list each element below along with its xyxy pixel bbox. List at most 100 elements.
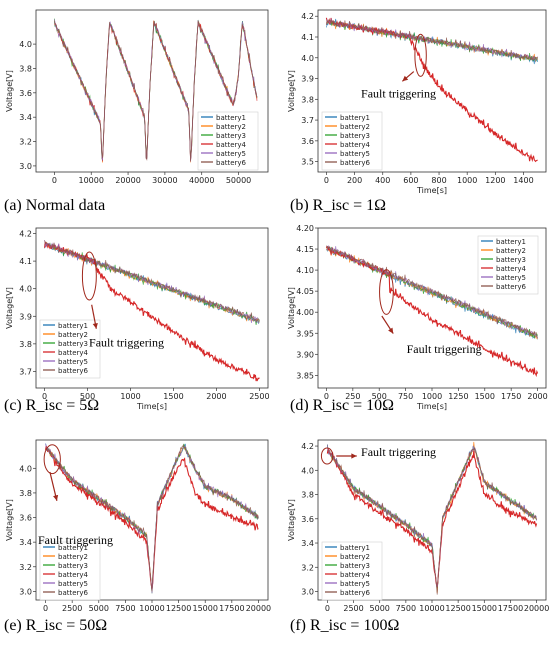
x-tick-label: 1000 xyxy=(422,392,442,401)
y-tick-label: 3.2 xyxy=(19,563,32,572)
y-tick-label: 3.4 xyxy=(301,539,314,548)
panel-caption: (f) R_isc = 100Ω xyxy=(290,617,399,634)
y-tick-label: 3.2 xyxy=(301,563,314,572)
y-tick-label: 3.4 xyxy=(19,538,32,547)
legend-label-battery1: battery1 xyxy=(58,322,88,330)
panel-caption: (c) R_isc = 5Ω xyxy=(4,397,99,414)
legend: battery1battery2battery3battery4battery5… xyxy=(197,111,259,171)
legend-label-battery4: battery4 xyxy=(496,265,527,273)
legend-label-battery6: battery6 xyxy=(340,589,371,597)
legend-label-battery5: battery5 xyxy=(340,580,370,588)
x-tick-label: 2500 xyxy=(249,392,269,401)
series-line-battery6 xyxy=(326,18,538,61)
x-tick-label: 2000 xyxy=(527,392,547,401)
fault-arrowhead xyxy=(92,323,98,329)
fault-arrowhead xyxy=(53,494,59,501)
x-tick-label: 500 xyxy=(80,392,95,401)
x-tick-label: 20000 xyxy=(115,176,140,185)
fault-ellipse xyxy=(43,444,61,475)
legend: battery1battery2battery3battery4battery5… xyxy=(321,541,383,601)
y-tick-label: 3.8 xyxy=(301,491,314,500)
fault-annotation: Fault triggering xyxy=(361,86,436,100)
y-axis-label: Voltage[V] xyxy=(5,287,14,329)
legend-label-battery6: battery6 xyxy=(58,367,89,375)
x-tick-label: 200 xyxy=(347,176,362,185)
plot-area xyxy=(54,18,258,163)
x-tick-label: 2500 xyxy=(62,604,82,613)
x-tick-label: 600 xyxy=(403,176,418,185)
x-tick-label: 17500 xyxy=(219,604,244,613)
x-tick-label: 1000 xyxy=(457,176,477,185)
y-tick-label: 4.1 xyxy=(19,257,32,266)
fault-annotation: Fault triggering xyxy=(89,335,164,349)
y-tick-label: 3.90 xyxy=(296,350,314,359)
plot-area xyxy=(326,441,538,595)
legend-label-battery2: battery2 xyxy=(58,331,88,339)
fault-ellipse xyxy=(379,269,394,315)
x-tick-label: 1400 xyxy=(513,176,533,185)
legend-box xyxy=(321,541,383,601)
y-tick-label: 3.9 xyxy=(301,75,314,84)
legend-label-battery6: battery6 xyxy=(496,283,527,291)
legend: battery1battery2battery3battery4battery5… xyxy=(39,319,101,379)
x-axis-label: Time[s] xyxy=(136,402,167,411)
series-line-battery4 xyxy=(326,448,538,588)
legend-label-battery6: battery6 xyxy=(216,159,247,167)
y-tick-label: 3.4 xyxy=(19,113,32,122)
y-tick-label: 3.0 xyxy=(301,588,314,597)
y-tick-label: 3.8 xyxy=(19,340,32,349)
legend-label-battery5: battery5 xyxy=(216,150,246,158)
legend-label-battery2: battery2 xyxy=(58,553,88,561)
y-tick-label: 3.8 xyxy=(19,489,32,498)
y-tick-label: 4.15 xyxy=(296,245,314,254)
y-tick-label: 3.2 xyxy=(19,138,32,147)
x-tick-label: 0 xyxy=(324,176,329,185)
x-tick-label: 2000 xyxy=(206,392,226,401)
plot-area xyxy=(45,443,259,594)
y-axis-label: Voltage[V] xyxy=(287,499,296,541)
x-tick-label: 12500 xyxy=(445,604,470,613)
y-tick-label: 4.2 xyxy=(19,230,32,239)
series-line-battery5 xyxy=(326,18,538,62)
y-tick-label: 4.0 xyxy=(19,285,32,294)
y-tick-label: 4.20 xyxy=(296,224,314,233)
x-tick-label: 0 xyxy=(324,392,329,401)
legend-label-battery2: battery2 xyxy=(340,553,370,561)
y-axis-label: Voltage[V] xyxy=(5,499,14,541)
legend-label-battery3: battery3 xyxy=(340,562,370,570)
legend-label-battery6: battery6 xyxy=(58,589,89,597)
y-tick-label: 3.6 xyxy=(19,89,32,98)
y-tick-label: 3.6 xyxy=(19,514,32,523)
legend-box xyxy=(477,235,539,295)
legend-label-battery2: battery2 xyxy=(340,123,370,131)
fault-ellipse xyxy=(320,447,334,465)
panel-caption: (a) Normal data xyxy=(4,197,105,214)
fault-annotation: Fault triggering xyxy=(38,533,113,547)
x-tick-label: 5000 xyxy=(370,604,390,613)
x-tick-label: 17500 xyxy=(498,604,523,613)
series-line-battery6 xyxy=(54,21,258,162)
y-tick-label: 3.6 xyxy=(301,137,314,146)
panel-caption: (e) R_isc = 50Ω xyxy=(4,617,107,634)
x-tick-label: 400 xyxy=(375,176,390,185)
legend-label-battery4: battery4 xyxy=(216,141,247,149)
y-tick-label: 4.00 xyxy=(296,308,314,317)
x-tick-label: 1500 xyxy=(163,392,183,401)
y-tick-label: 3.7 xyxy=(19,367,32,376)
x-tick-label: 0 xyxy=(43,604,48,613)
legend-label-battery3: battery3 xyxy=(340,132,370,140)
plot-area xyxy=(325,17,538,163)
y-tick-label: 3.8 xyxy=(19,64,32,73)
x-tick-label: 800 xyxy=(431,176,446,185)
legend-label-battery4: battery4 xyxy=(340,571,371,579)
x-tick-label: 10000 xyxy=(139,604,164,613)
y-tick-label: 4.10 xyxy=(296,266,314,275)
plot-area xyxy=(325,245,539,378)
y-tick-label: 3.8 xyxy=(301,95,314,104)
y-tick-label: 3.5 xyxy=(301,158,314,167)
legend-label-battery1: battery1 xyxy=(496,238,526,246)
legend-label-battery3: battery3 xyxy=(216,132,246,140)
x-tick-label: 1250 xyxy=(448,392,468,401)
x-tick-label: 12500 xyxy=(166,604,191,613)
